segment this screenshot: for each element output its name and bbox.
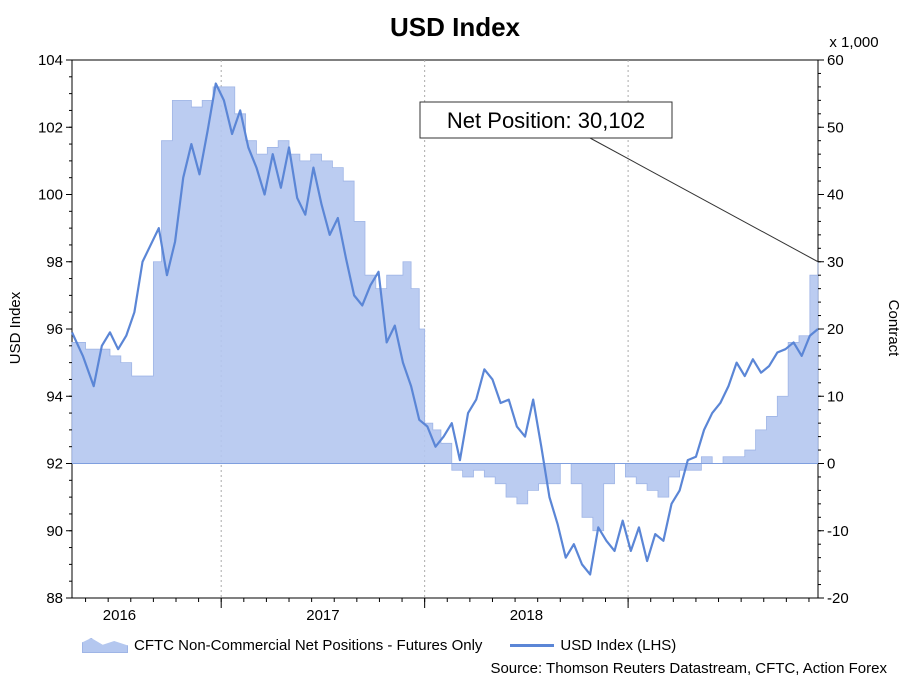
left-tick-label-2: 92 [46,456,63,473]
right-tick-label-0: -20 [827,590,849,607]
plot-area: 88 90 92 94 96 98 100 102 104 -20 -10 0 10 20 30 40 50 60… [38,52,849,624]
right-tick-label-5: 30 [827,254,844,271]
right-tick-label-3: 10 [827,388,844,405]
x-tick-label-2: 2018 [510,607,543,624]
x-tick-label-1: 2017 [306,607,339,624]
left-tick-label-5: 98 [46,254,63,271]
right-tick-label-8: 60 [827,52,844,69]
left-tick-label-7: 102 [38,119,63,136]
right-tick-label-1: -10 [827,523,849,540]
right-tick-label-2: 0 [827,456,835,473]
x-tick-label-0: 2016 [103,607,136,624]
left-tick-label-4: 96 [46,321,63,338]
left-tick-label-8: 104 [38,52,63,69]
left-tick-label-3: 94 [46,388,63,405]
annotation-box [419,101,673,139]
legend: CFTC Non-Commercial Net Positions - Futu… [82,637,704,654]
left-axis-label: USD Index [7,291,24,364]
right-tick-label-4: 20 [827,321,844,338]
right-tick-label-7: 50 [827,119,844,136]
source-note: Source: Thomson Reuters Datastream, CFTC… [490,660,887,677]
legend-swatch-area [82,638,128,653]
left-tick-label-6: 100 [38,187,63,204]
right-axis-label: Contract [885,300,902,358]
annotation-text: Net Position: 30,102 [447,108,645,133]
legend-item-usd: USD Index (LHS) [510,637,676,654]
legend-item-cftc: CFTC Non-Commercial Net Positions - Futu… [82,637,482,654]
cftc-net-position-area [71,86,819,532]
legend-label-usd: USD Index (LHS) [560,637,677,654]
chart-title: USD Index [390,12,521,42]
right-axis-unit: x 1,000 [829,34,878,51]
usd-index-line [71,82,819,576]
legend-swatch-line [510,644,555,647]
right-tick-label-6: 40 [827,187,844,204]
left-tick-label-1: 90 [46,523,63,540]
legend-label-cftc: CFTC Non-Commercial Net Positions - Futu… [134,637,483,654]
left-tick-label-0: 88 [46,590,63,607]
annotation-group: Net Position: 30,102 [419,101,819,263]
annotation-leader-line [589,137,819,263]
